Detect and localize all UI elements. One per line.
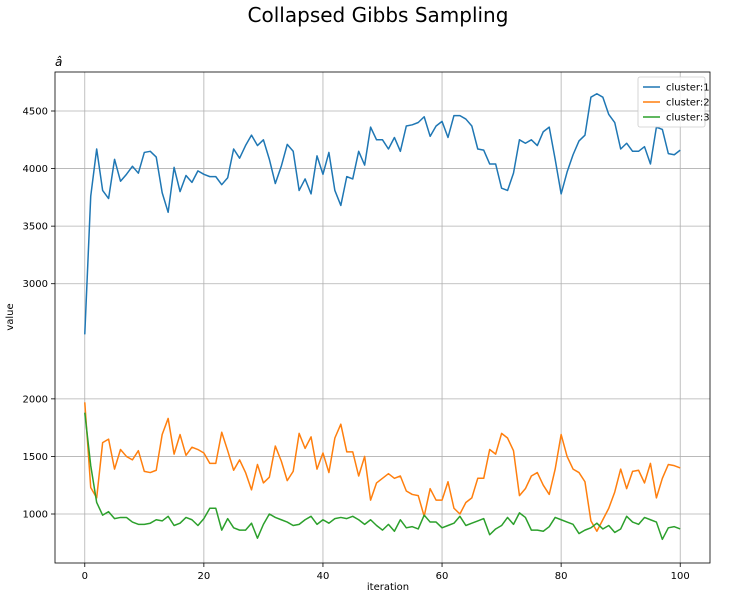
x-axis-label: iteration	[367, 582, 409, 593]
legend: cluster:1 cluster:2 cluster:3	[637, 76, 710, 128]
chart-subtitle: â	[55, 55, 62, 69]
legend-label-1: cluster:1	[666, 83, 710, 94]
legend-box	[637, 76, 706, 128]
x-tick-label: 60	[436, 571, 449, 582]
plot-lines	[84, 92, 681, 541]
x-tick-label: 0	[82, 571, 88, 582]
x-tick-label: 20	[197, 571, 210, 582]
x-tick-label: 80	[555, 571, 568, 582]
y-tick-label: 3000	[23, 279, 48, 290]
y-axis-label: value	[5, 303, 16, 330]
y-tick-label: 1000	[23, 510, 48, 521]
ticks: 0 20 40 60 80 100 1000 1500 2000 3000 3500 4000 4500	[23, 107, 690, 583]
axes	[54, 71, 711, 564]
plot-frame	[54, 71, 711, 564]
y-tick-label: 2000	[23, 394, 48, 405]
series-line-2	[84, 402, 681, 533]
y-tick-label: 4000	[23, 164, 48, 175]
chart-title: Collapsed Gibbs Sampling	[248, 3, 509, 27]
legend-label-2: cluster:2	[666, 98, 710, 109]
x-tick-label: 40	[317, 571, 330, 582]
series-line-3	[84, 412, 681, 541]
grid	[55, 72, 710, 563]
legend-label-3: cluster:3	[666, 113, 710, 124]
y-tick-label: 1500	[23, 452, 48, 463]
series-line-1	[84, 92, 681, 335]
y-tick-label: 3500	[23, 222, 48, 233]
x-tick-label: 100	[671, 571, 690, 582]
y-tick-label: 4500	[23, 107, 48, 118]
